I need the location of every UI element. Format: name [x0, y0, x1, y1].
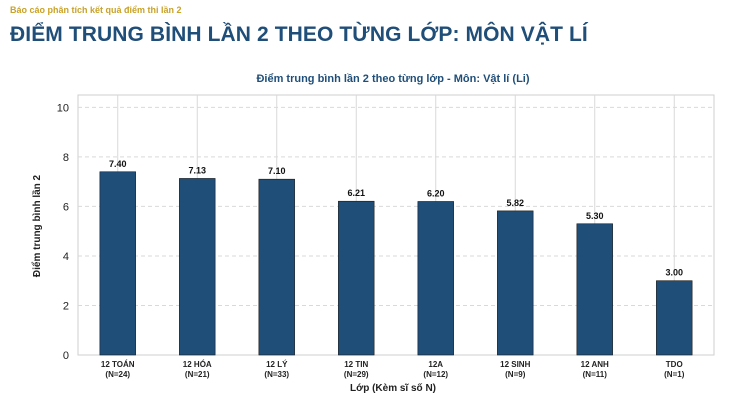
- data-label: 6.20: [427, 188, 445, 198]
- x-axis-label: Lớp (Kèm sĩ số N): [350, 382, 436, 394]
- data-label: 5.30: [586, 211, 604, 221]
- x-tick-sublabel: (N=21): [185, 370, 210, 379]
- plot-frame: [77, 94, 715, 356]
- bar: [656, 280, 693, 356]
- bar: [338, 200, 375, 356]
- y-tick-label: 2: [63, 300, 69, 312]
- x-tick-label: TDO: [666, 360, 683, 369]
- data-label: 7.40: [109, 159, 127, 169]
- report-kicker: Báo cáo phân tích kết quả điểm thi lần 2: [10, 5, 182, 15]
- data-label: 6.21: [347, 188, 365, 198]
- data-label: 7.10: [268, 166, 286, 176]
- x-tick-sublabel: (N=1): [664, 370, 685, 379]
- x-tick-label: 12 TIN: [344, 360, 368, 369]
- y-tick-label: 8: [63, 152, 69, 164]
- x-tick-sublabel: (N=11): [583, 370, 608, 379]
- data-label: 3.00: [665, 268, 683, 278]
- bar: [417, 201, 454, 356]
- data-label: 5.82: [506, 198, 524, 208]
- x-tick-label: 12 LÝ: [266, 360, 288, 369]
- y-tick-label: 0: [63, 350, 69, 362]
- x-tick-label: 12 TOÁN: [101, 360, 135, 369]
- x-tick-sublabel: (N=9): [505, 370, 526, 379]
- x-tick-sublabel: (N=24): [105, 370, 130, 379]
- bar: [576, 223, 613, 356]
- x-tick-sublabel: (N=29): [344, 370, 369, 379]
- x-tick-label: 12 HÓA: [183, 360, 212, 369]
- x-tick-label: 12 SINH: [500, 360, 530, 369]
- plot-area: 0 2 4 6 8 10 7.40 12 TOÁN(N=24) 7.13 12 HÓA(N=21)…: [57, 94, 715, 379]
- y-tick-label: 10: [57, 102, 69, 114]
- bar: [99, 171, 136, 356]
- bar: [497, 210, 534, 356]
- chart-title: Điểm trung bình lần 2 theo từng lớp - Mô…: [256, 73, 529, 85]
- x-tick-label: 12A: [428, 360, 443, 369]
- y-tick-label: 4: [63, 251, 69, 263]
- page-title: ĐIỂM TRUNG BÌNH LẦN 2 THEO TỪNG LỚP: MÔN…: [10, 23, 588, 46]
- x-tick-sublabel: (N=12): [423, 370, 448, 379]
- bar: [179, 178, 216, 356]
- x-tick-label: 12 ANH: [581, 360, 609, 369]
- y-tick-label: 6: [63, 201, 69, 213]
- y-axis-label: Điểm trung bình lần 2: [31, 174, 43, 277]
- bar: [258, 178, 295, 356]
- data-label: 7.13: [188, 165, 206, 175]
- x-tick-sublabel: (N=33): [264, 370, 289, 379]
